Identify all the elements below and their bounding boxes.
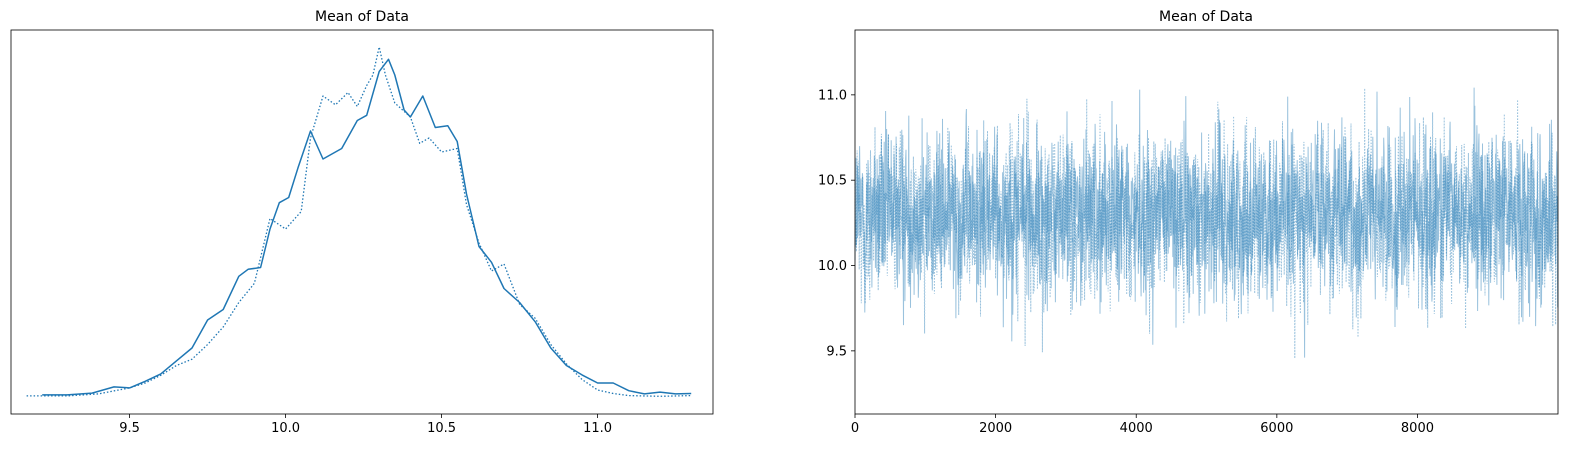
- left-x-tick-label: 10.5: [427, 421, 456, 436]
- right-y-tick-label: 9.5: [826, 344, 847, 359]
- left-axes-frame: [10, 29, 714, 415]
- right-x-axis: 0 2000 4000 6000 8000: [851, 414, 1434, 436]
- left-series-solid-line: [42, 58, 692, 396]
- left-plot-area: [26, 46, 692, 397]
- right-trace-dotted-line: [854, 88, 1559, 359]
- right-x-tick-label: 2000: [979, 421, 1012, 436]
- left-x-tick-label: 10.0: [271, 421, 300, 436]
- right-trace-solid-line: [854, 87, 1559, 358]
- right-y-tick-label: 10.0: [818, 259, 847, 274]
- left-x-tick-label: 9.5: [119, 421, 140, 436]
- right-axes-frame: [854, 29, 1559, 415]
- right-y-axis: 9.5 10.0 10.5 11.0: [818, 88, 855, 359]
- left-chart-title: Mean of Data: [315, 9, 409, 25]
- left-x-axis: 9.5 10.0 10.5 11.0: [119, 414, 612, 436]
- right-chart-title: Mean of Data: [1159, 9, 1253, 25]
- chart-right: Mean of Data 0 2000 4000 6000 8000 9.5 10.0 10…: [818, 9, 1559, 436]
- left-x-tick-label: 11.0: [583, 421, 612, 436]
- right-x-tick-label: 0: [851, 421, 859, 436]
- right-y-tick-label: 10.5: [818, 174, 847, 189]
- right-plot-area: [854, 87, 1559, 359]
- left-series-dotted-line: [26, 46, 692, 397]
- right-x-tick-label: 4000: [1120, 421, 1153, 436]
- right-y-tick-label: 11.0: [818, 88, 847, 103]
- chart-left: Mean of Data 9.5 10.0 10.5 11.0: [10, 9, 714, 436]
- right-x-tick-label: 8000: [1401, 421, 1434, 436]
- right-x-tick-label: 6000: [1260, 421, 1293, 436]
